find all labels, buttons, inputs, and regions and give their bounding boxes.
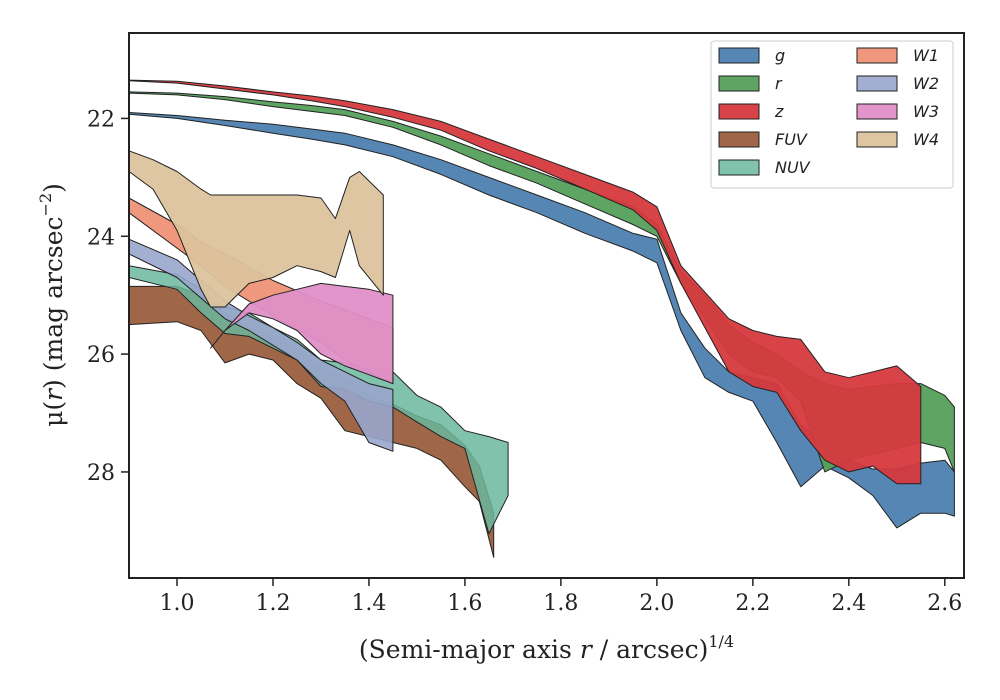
legend-label-nuv: NUV (775, 158, 811, 177)
legend-swatch-g (718, 47, 760, 64)
x-tick-label: 1.8 (543, 591, 578, 616)
x-tick-label: 2.2 (735, 591, 770, 616)
x-tick-label: 2.0 (639, 591, 674, 616)
legend-swatch-w3 (856, 103, 898, 120)
x-axis-label-exp: 1/4 (708, 632, 734, 651)
band-z (129, 79, 922, 485)
legend-swatch-nuv (718, 159, 760, 176)
x-tick-label: 2.4 (831, 591, 866, 616)
band-g (129, 112, 955, 529)
legend: grz FUV NUV W1 W2 W3 W4 (710, 40, 954, 189)
legend-swatch-w2 (856, 75, 898, 92)
legend-label-w1: W1 (913, 46, 939, 65)
legend-swatch-z (718, 103, 760, 120)
legend-swatch-fuv (718, 131, 760, 148)
x-tick-label: 2.6 (927, 591, 962, 616)
legend-swatch-w1 (856, 47, 898, 64)
legend-label-w4: W4 (913, 130, 939, 149)
y-tick-label: 26 (87, 343, 115, 368)
legend-label-g: g (775, 46, 785, 65)
legend-label-w2: W2 (913, 74, 939, 93)
y-axis-label-suffix: ) (mag arcsec (39, 216, 68, 389)
legend-swatch-r (718, 75, 760, 92)
y-axis-label-exp: −2 (36, 193, 55, 217)
y-axis-ticks: 22 24 26 28 (87, 107, 129, 486)
y-axis-label-var: r (39, 387, 68, 401)
x-axis-label-suffix: / arcsec) (592, 635, 709, 664)
legend-swatch-w4 (856, 131, 898, 148)
y-axis-label-close: ) (39, 183, 68, 193)
x-tick-label: 1.4 (351, 591, 386, 616)
legend-label-fuv: FUV (775, 130, 808, 149)
legend-label-r: r (775, 74, 783, 93)
y-tick-label: 24 (87, 225, 115, 250)
x-axis-label-prefix: (Semi-major axis (359, 635, 580, 664)
data-bands (129, 79, 955, 558)
y-tick-label: 22 (87, 107, 115, 132)
x-axis-label-var: r (580, 635, 594, 664)
legend-label-z: z (774, 102, 784, 121)
band-nuv (129, 265, 509, 535)
x-axis-ticks: 1.0 1.2 1.4 1.6 1.8 2.0 2.2 2.4 2.6 (159, 578, 962, 616)
band-w2 (129, 238, 394, 452)
y-tick-label: 28 (87, 461, 115, 486)
band-w4 (129, 150, 384, 308)
y-axis-label-prefix: μ( (39, 401, 68, 427)
x-tick-label: 1.0 (159, 591, 194, 616)
legend-label-w3: W3 (913, 102, 939, 121)
band-w3 (210, 282, 394, 385)
plot-frame (128, 32, 965, 579)
x-axis-label: (Semi-major axis r / arcsec)1/4 (359, 632, 734, 664)
y-axis-label: μ(r) (mag arcsec−2) (36, 183, 68, 427)
x-tick-label: 1.2 (255, 591, 290, 616)
x-tick-label: 1.6 (447, 591, 482, 616)
